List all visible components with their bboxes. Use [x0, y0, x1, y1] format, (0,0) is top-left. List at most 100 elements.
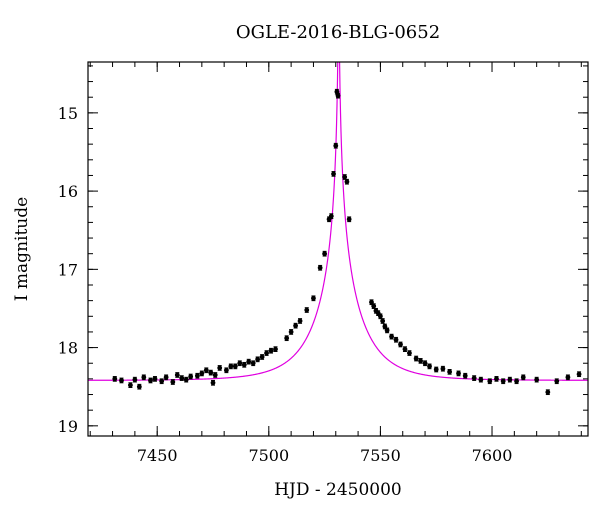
data-marker [371, 303, 377, 309]
data-point [545, 389, 551, 396]
data-point [407, 350, 412, 356]
data-marker [148, 378, 153, 383]
y-tick-label: 16 [58, 182, 78, 201]
data-point [413, 355, 419, 362]
y-axis-label: I magnitude [12, 197, 32, 301]
data-marker [259, 354, 265, 360]
axis-ticks [88, 62, 588, 436]
data-point [159, 378, 165, 385]
data-marker [335, 93, 341, 99]
data-marker [293, 323, 298, 329]
data-marker [217, 365, 223, 371]
data-marker [545, 389, 551, 395]
data-marker [554, 378, 560, 384]
data-point [112, 376, 118, 382]
data-marker [471, 375, 477, 381]
data-point [264, 350, 269, 356]
data-marker [297, 318, 303, 324]
data-marker [514, 378, 519, 384]
data-marker [128, 382, 133, 388]
data-point [179, 375, 185, 381]
data-point [389, 333, 394, 340]
data-point [212, 372, 218, 378]
data-point [250, 360, 256, 367]
data-point [297, 318, 303, 324]
data-marker [456, 371, 461, 376]
data-marker [311, 295, 316, 301]
data-marker [413, 356, 419, 361]
data-marker [447, 369, 453, 375]
y-tick-label: 18 [58, 339, 78, 358]
tick-labels: 7450 7500 7550 7600 15 16 17 18 19 [58, 104, 513, 465]
data-marker [407, 350, 412, 356]
data-point [208, 369, 214, 376]
data-point [268, 347, 274, 354]
data-point [217, 365, 223, 371]
data-marker [119, 378, 124, 383]
data-marker [304, 307, 310, 313]
data-point [183, 376, 189, 383]
data-point [259, 354, 265, 360]
data-point [427, 363, 432, 370]
x-tick-label: 7600 [472, 446, 513, 465]
data-point [132, 376, 138, 383]
data-marker [232, 363, 238, 369]
data-point [237, 360, 243, 367]
data-point [335, 92, 341, 99]
data-point [246, 358, 252, 365]
data-marker [427, 363, 432, 369]
data-marker [534, 377, 540, 383]
data-point [456, 370, 461, 377]
data-marker [389, 334, 394, 340]
data-marker [520, 374, 526, 380]
data-marker [174, 372, 180, 378]
data-marker [322, 251, 328, 257]
data-marker [112, 376, 118, 382]
x-tick-label: 7450 [137, 446, 178, 465]
data-point [378, 313, 383, 320]
data-point [194, 372, 200, 379]
data-marker [152, 376, 158, 382]
data-marker [188, 374, 194, 379]
plot-frame [87, 61, 589, 437]
data-marker [183, 377, 189, 383]
data-marker [402, 346, 408, 352]
x-tick-label: 7500 [248, 446, 289, 465]
data-point [119, 377, 124, 384]
data-marker [284, 335, 290, 341]
data-point [478, 376, 484, 383]
data-point [188, 373, 194, 380]
data-point [462, 372, 468, 379]
data-point [311, 295, 316, 302]
data-marker [246, 359, 252, 365]
data-marker [440, 366, 446, 372]
x-axis-label: HJD - 2450000 [274, 480, 402, 500]
data-point [273, 346, 278, 352]
data-point [232, 363, 238, 370]
data-marker [328, 213, 334, 219]
data-marker [384, 327, 390, 333]
data-marker [212, 372, 218, 378]
data-marker [500, 378, 506, 384]
data-marker [264, 350, 269, 356]
data-point [494, 376, 499, 382]
data-marker [241, 362, 247, 368]
data-marker [136, 384, 142, 390]
y-tick-label: 17 [58, 260, 78, 279]
data-point [228, 363, 234, 370]
data-point [141, 374, 147, 381]
data-marker [273, 346, 278, 352]
data-marker [228, 363, 234, 369]
data-point [554, 378, 560, 385]
data-marker [422, 360, 428, 366]
data-point [371, 303, 377, 309]
data-point [284, 335, 290, 342]
data-marker [163, 374, 169, 380]
data-marker [331, 171, 336, 177]
data-point [393, 336, 399, 343]
data-point [576, 371, 582, 378]
data-point [520, 374, 526, 381]
data-point [288, 329, 294, 335]
data-marker [223, 367, 229, 373]
